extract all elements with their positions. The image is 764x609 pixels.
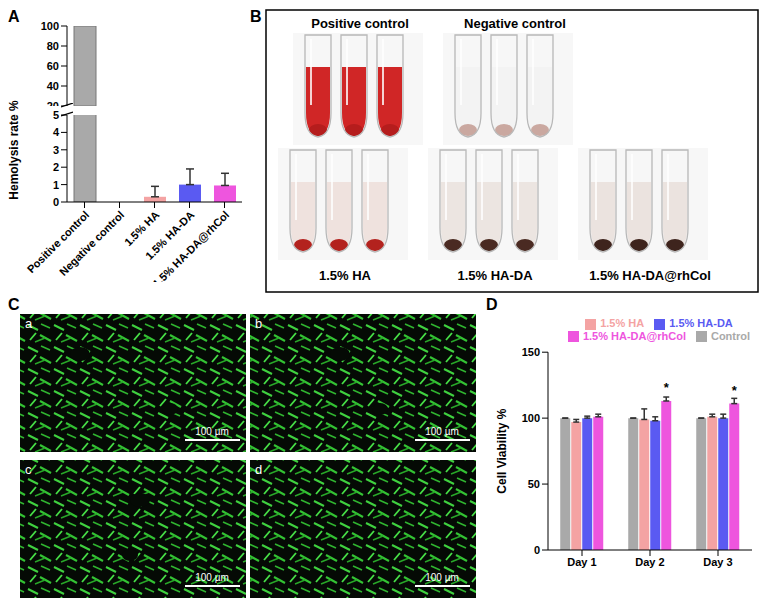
svg-text:Cell Viability %: Cell Viability % [495, 408, 509, 493]
svg-text:0: 0 [53, 196, 59, 208]
svg-text:Day 1: Day 1 [567, 556, 596, 568]
svg-text:100 µm: 100 µm [425, 426, 459, 437]
svg-text:c: c [25, 462, 32, 477]
svg-text:Negative control: Negative control [57, 208, 126, 277]
svg-text:a: a [25, 316, 33, 331]
svg-text:60: 60 [47, 60, 59, 72]
svg-text:100 µm: 100 µm [195, 572, 229, 583]
svg-text:b: b [255, 316, 262, 331]
svg-text:0: 0 [534, 544, 540, 556]
svg-text:1.5% HA-DA@rhCol: 1.5% HA-DA@rhCol [150, 208, 231, 282]
svg-text:*: * [732, 383, 738, 398]
svg-text:1.5% HA-DA@rhCol: 1.5% HA-DA@rhCol [589, 268, 711, 283]
svg-text:150: 150 [522, 346, 540, 358]
html-text:1.5% HA-DA: 1.5% HA-DA [669, 317, 733, 329]
svg-text:Positive control: Positive control [311, 16, 409, 31]
svg-text:100: 100 [522, 412, 540, 424]
html-text:Hemolysis rate %: Hemolysis rate % [7, 100, 21, 200]
svg-text:d: d [255, 462, 262, 477]
svg-text:100 µm: 100 µm [195, 426, 229, 437]
svg-text:2: 2 [53, 161, 59, 173]
svg-text:4: 4 [53, 126, 60, 138]
html-text:1.5% HA-DA@rhCol: 1.5% HA-DA@rhCol [582, 329, 686, 342]
html-text:D: D [486, 296, 498, 313]
svg-text:3: 3 [53, 144, 59, 156]
svg-text:40: 40 [47, 80, 59, 92]
svg-text:100: 100 [41, 20, 59, 32]
html-text:B: B [250, 8, 262, 25]
svg-text:Negative control: Negative control [464, 16, 566, 31]
svg-text:1.5% HA: 1.5% HA [121, 208, 162, 249]
svg-text:20: 20 [47, 100, 59, 106]
svg-text:1.5% HA-DA: 1.5% HA-DA [457, 268, 533, 283]
html-text:A: A [8, 8, 20, 25]
svg-text:100 µm: 100 µm [425, 572, 459, 583]
html-text:1.5% HA: 1.5% HA [600, 317, 645, 329]
html-text:C: C [8, 296, 20, 313]
svg-text:Positive control: Positive control [25, 208, 92, 275]
svg-text:1: 1 [53, 179, 59, 191]
svg-text:80: 80 [47, 40, 59, 52]
svg-text:1.5% HA: 1.5% HA [319, 268, 372, 283]
svg-text:5: 5 [53, 110, 59, 121]
svg-text:Day 2: Day 2 [635, 556, 664, 568]
svg-text:Day 3: Day 3 [703, 556, 732, 568]
html-text:Control: Control [711, 329, 751, 342]
svg-text:50: 50 [528, 478, 540, 490]
svg-text:*: * [664, 380, 670, 395]
